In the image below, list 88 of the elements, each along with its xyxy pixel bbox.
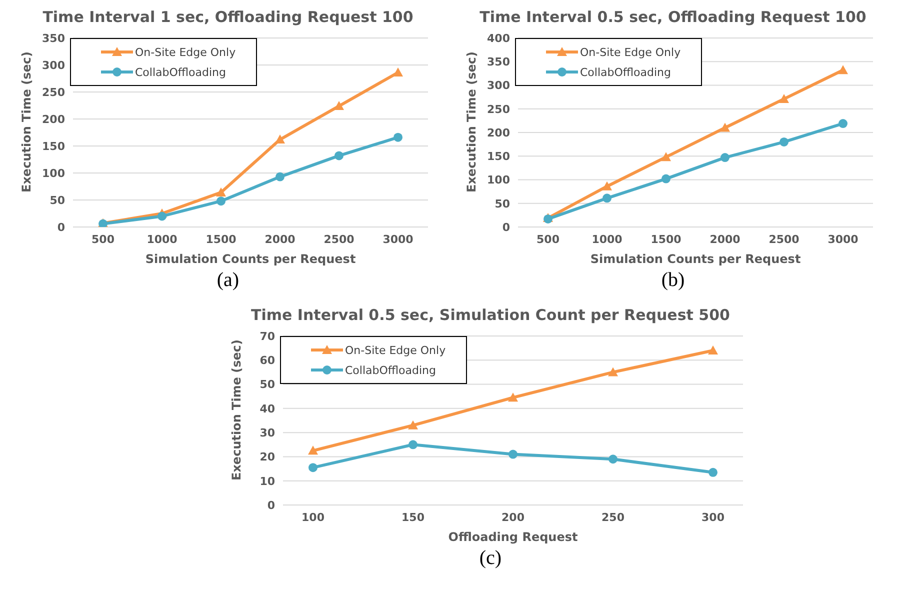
chart-title: Time Interval 0.5 sec, Simulation Count per Request 500 [250,306,731,326]
x-axis-title: Simulation Counts per Request [145,252,356,266]
point [393,68,403,77]
y-tick-label: 10 [260,474,276,488]
point [276,172,284,182]
legend-label: On-Site Edge Only [135,46,236,58]
point [720,153,730,162]
chart-title: Time Interval 1 sec, Offloading Request 100 [42,8,414,28]
y-tick-label: 0 [57,220,66,234]
point [602,194,612,203]
y-tick-label: 50 [494,197,510,210]
x-tick-label: 1000 [146,232,178,246]
x-axis-title: Simulation Counts per Request [590,252,801,266]
y-tick-label: 20 [260,450,276,464]
point [334,101,344,110]
point [608,454,618,464]
y-tick-label: 250 [487,102,510,116]
point [216,187,226,196]
point [779,94,789,103]
y-tick-label: 300 [42,58,66,72]
legend-label: CollabOffloading [135,66,226,78]
point [508,450,518,459]
x-tick-label: 250 [602,510,625,524]
x-tick-label: 2000 [710,232,741,246]
y-axis-title: Execution Time (sec) [229,339,244,480]
point [308,463,318,472]
point [216,196,226,206]
legend-label: CollabOffloading [580,66,672,78]
point [308,446,318,455]
y-tick-label: 0 [267,498,276,512]
y-tick-label: 200 [42,112,66,126]
y-axis-title: Execution Time (sec) [464,51,478,192]
x-tick-label: 2500 [324,232,355,246]
y-tick-label: 250 [42,86,66,99]
text: (b) [660,269,686,292]
x-tick-label: 500 [536,232,560,246]
point [608,367,618,376]
point [602,181,612,190]
y-tick-label: 50 [260,378,276,392]
y-tick-label: 100 [42,166,66,180]
point [780,137,788,146]
x-tick-label: 1000 [592,232,623,246]
y-tick-label: 100 [487,174,510,187]
x-tick-label: 300 [702,510,725,524]
x-tick-label: 3000 [382,232,414,246]
point [158,212,166,221]
point [838,119,848,128]
x-tick-label: 2000 [264,232,296,246]
legend-label: On-Site Edge Only [345,344,446,356]
y-tick-label: 350 [487,56,510,69]
point [408,420,418,430]
point [838,65,848,74]
y-axis-title: Execution Time (sec) [19,51,34,192]
point [661,152,671,162]
y-tick-label: 200 [487,126,510,140]
x-tick-label: 150 [402,510,425,524]
y-tick-label: 70 [260,330,276,343]
y-tick-label: 50 [50,194,66,207]
point [275,134,285,144]
y-tick-label: 150 [42,140,66,153]
y-tick-label: 30 [260,426,276,440]
y-tick-label: 0 [502,220,510,234]
y-tick-label: 400 [487,32,510,45]
y-tick-label: 350 [42,32,66,45]
x-axis-title: Offloading Request [448,530,578,544]
point [508,392,518,402]
x-tick-label: 1500 [650,232,682,246]
point [708,345,718,354]
text: (a) [216,269,240,292]
point [720,122,730,132]
point [394,132,402,142]
point [708,468,718,477]
chart-title: Time Interval 0.5 sec, Offloading Request 100 [478,8,868,28]
x-tick-label: 1500 [206,232,237,246]
point [662,174,670,184]
x-tick-label: 500 [92,232,115,246]
x-tick-label: 3000 [828,232,859,246]
legend-label: On-Site Edge Only [580,46,681,58]
y-tick-label: 60 [260,354,276,368]
legend-label: CollabOffloading [345,364,436,376]
point [334,151,344,160]
x-tick-label: 100 [302,510,325,524]
y-tick-label: 150 [487,150,510,164]
text: (c) [478,547,503,570]
x-tick-label: 2500 [768,232,800,246]
point [408,440,418,450]
y-tick-label: 300 [487,79,510,92]
y-tick-label: 40 [260,402,276,416]
